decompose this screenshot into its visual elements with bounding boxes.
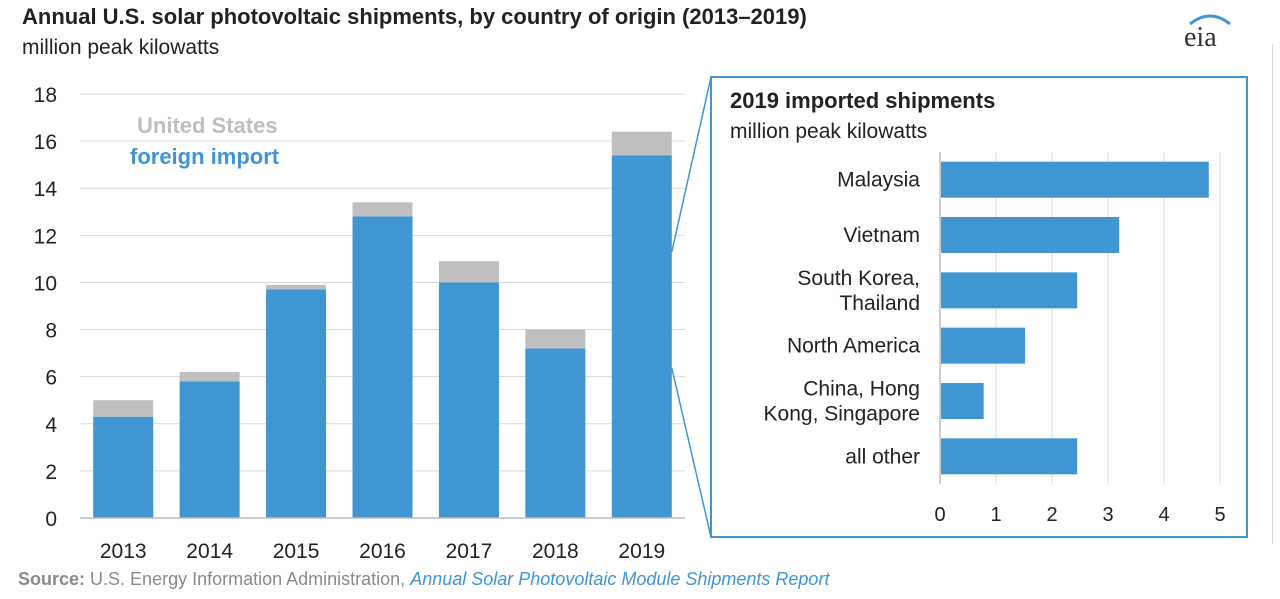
inset-x-tick-label: 0 bbox=[934, 504, 945, 526]
main-y-tick-label: 8 bbox=[45, 320, 57, 343]
main-bar-foreign-2017 bbox=[438, 282, 499, 518]
inset-x-tick-label: 3 bbox=[1102, 504, 1113, 526]
main-y-tick-label: 0 bbox=[45, 508, 57, 531]
inset-border bbox=[710, 76, 1248, 538]
main-bar-foreign-2014 bbox=[179, 381, 240, 518]
eia-logo-text: eia bbox=[1184, 22, 1217, 53]
main-x-tick-label: 2016 bbox=[359, 540, 406, 563]
source-label: Source: bbox=[18, 569, 86, 589]
main-y-tick-label: 12 bbox=[34, 225, 57, 248]
main-bar-foreign-2013 bbox=[93, 416, 154, 518]
inset-category-label: North America bbox=[787, 335, 920, 358]
main-x-tick-label: 2015 bbox=[273, 540, 320, 563]
main-y-tick-label: 4 bbox=[45, 414, 57, 437]
main-bar-us-2016 bbox=[352, 202, 413, 217]
main-bar-foreign-2019 bbox=[611, 155, 672, 518]
legend-foreign-import: foreign import bbox=[130, 144, 280, 169]
inset-title: 2019 imported shipments bbox=[730, 88, 995, 113]
main-y-tick-label: 6 bbox=[45, 367, 57, 390]
inset-bar-3 bbox=[941, 327, 1026, 364]
inset-bar-2 bbox=[941, 272, 1078, 309]
inset-x-tick-label: 5 bbox=[1214, 504, 1225, 526]
main-y-tick-label: 18 bbox=[34, 84, 57, 107]
main-y-tick-label: 2 bbox=[45, 461, 57, 484]
inset-bar-4 bbox=[941, 383, 984, 419]
main-bar-us-2015 bbox=[266, 284, 327, 290]
main-bar-foreign-2015 bbox=[266, 289, 327, 518]
chart-title: Annual U.S. solar photovoltaic shipments… bbox=[22, 4, 807, 29]
main-bar-us-2018 bbox=[525, 329, 586, 349]
chart-subtitle: million peak kilowatts bbox=[22, 36, 220, 59]
main-x-tick-label: 2018 bbox=[532, 540, 579, 563]
inset-category-label: all other bbox=[845, 445, 920, 468]
main-x-tick-label: 2014 bbox=[186, 540, 233, 563]
inset-category-label: Vietnam bbox=[843, 224, 920, 247]
page-edge-line bbox=[1272, 44, 1273, 544]
main-bar-us-2017 bbox=[438, 261, 499, 283]
main-bar-foreign-2016 bbox=[352, 216, 413, 518]
inset-category-label: South Korea, bbox=[797, 267, 920, 290]
main-y-tick-label: 16 bbox=[34, 131, 57, 154]
main-bar-us-2019 bbox=[611, 131, 672, 156]
main-x-tick-label: 2013 bbox=[100, 540, 147, 563]
main-x-tick-label: 2017 bbox=[446, 540, 493, 563]
inset-x-tick-label: 1 bbox=[990, 504, 1001, 526]
inset-subtitle: million peak kilowatts bbox=[730, 120, 927, 143]
source-report-link[interactable]: Annual Solar Photovoltaic Module Shipmen… bbox=[410, 569, 830, 589]
inset-x-tick-label: 4 bbox=[1158, 504, 1169, 526]
inset-category-label: China, Hong bbox=[803, 378, 920, 401]
source-agency: U.S. Energy Information Administration, bbox=[90, 569, 406, 589]
inset-bar-0 bbox=[941, 161, 1209, 198]
source-note: Source: U.S. Energy Information Administ… bbox=[18, 569, 829, 590]
inset-bar-5 bbox=[941, 438, 1078, 475]
main-bar-us-2013 bbox=[93, 400, 154, 417]
eia-logo-arc bbox=[1189, 14, 1231, 26]
inset-x-tick-label: 2 bbox=[1046, 504, 1057, 526]
main-y-tick-label: 10 bbox=[34, 272, 57, 295]
inset-category-label: Kong, Singapore bbox=[764, 403, 920, 426]
inset-connector-top bbox=[671, 76, 712, 253]
main-y-tick-label: 14 bbox=[34, 178, 58, 201]
inset-category-label: Thailand bbox=[839, 292, 920, 315]
legend-united-states: United States bbox=[137, 113, 278, 138]
inset-connector-bottom bbox=[671, 367, 712, 538]
inset-category-label: Malaysia bbox=[837, 169, 920, 192]
main-bar-foreign-2018 bbox=[525, 348, 586, 518]
main-x-tick-label: 2019 bbox=[618, 540, 665, 563]
main-bar-us-2014 bbox=[179, 371, 240, 382]
inset-bar-1 bbox=[941, 217, 1120, 253]
eia-logo: eia bbox=[1180, 10, 1236, 56]
